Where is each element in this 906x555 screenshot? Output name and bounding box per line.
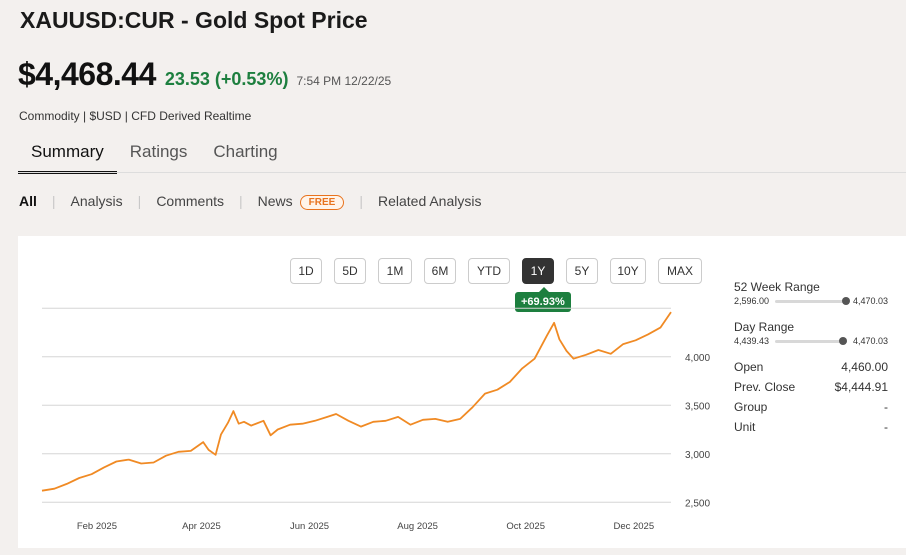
tab-charting[interactable]: Charting [213, 142, 278, 161]
tab-ratings[interactable]: Ratings [129, 142, 188, 161]
filter-separator: | [239, 193, 243, 210]
stat-unit-value: - [884, 420, 888, 434]
day-range-bar [775, 336, 847, 345]
day-range: 4,439.43 4,470.03 [734, 336, 888, 346]
filter-news-label: News [257, 193, 293, 209]
performance-badge: +69.93% [515, 287, 571, 312]
y-tick-label: 2,500 [685, 498, 710, 509]
stat-group-label: Group [734, 400, 768, 414]
stat-open: Open 4,460.00 [734, 360, 888, 374]
stat-group: Group - [734, 400, 888, 414]
filter-separator: | [137, 193, 142, 210]
week52-range-bar [775, 296, 851, 305]
filter-news[interactable]: News FREE [258, 193, 345, 210]
instrument-meta: Commodity | $USD | CFD Derived Realtime [19, 109, 252, 123]
price-line-chart[interactable]: 4,000 3,500 3,000 2,500 Feb 2025 Apr 2025 Jun … [18, 236, 718, 548]
price-change: 23.53 (+0.53%) [164, 69, 289, 89]
filter-related-analysis[interactable]: Related Analysis [377, 193, 482, 210]
range-1d-button[interactable]: 1D [290, 258, 322, 284]
stat-open-value: 4,460.00 [841, 360, 888, 374]
tab-summary[interactable]: Summary [18, 140, 117, 174]
range-10y-button[interactable]: 10Y [610, 258, 646, 284]
range-1m-button[interactable]: 1M [378, 258, 412, 284]
day-high: 4,470.03 [852, 336, 888, 346]
week52-low: 2,596.00 [734, 296, 770, 306]
week52-range-label: 52 Week Range [734, 280, 820, 294]
week52-range-marker [842, 296, 851, 305]
stat-prev-close-value: $4,444.91 [834, 380, 888, 394]
stat-unit-label: Unit [734, 420, 756, 434]
range-button-group: 1D 5D 1M 6M YTD 1Y 5Y 10Y MAX [290, 258, 714, 284]
filter-separator: | [359, 193, 363, 210]
filter-all[interactable]: All [19, 193, 37, 210]
current-price: $4,468.44 [18, 56, 156, 92]
day-range-marker [838, 336, 847, 345]
range-1y-button[interactable]: 1Y [522, 258, 554, 284]
x-tick-label: Feb 2025 [77, 521, 117, 532]
x-tick-label: Apr 2025 [182, 521, 221, 532]
week52-high: 4,470.03 [852, 296, 888, 306]
range-5y-button[interactable]: 5Y [566, 258, 598, 284]
range-6m-button[interactable]: 6M [424, 258, 456, 284]
price-row: $4,468.44 23.53 (+0.53%) 7:54 PM 12/22/2… [18, 56, 391, 93]
range-5d-button[interactable]: 5D [334, 258, 366, 284]
price-chart-card: 1D 5D 1M 6M YTD 1Y 5Y 10Y MAX +69.93% 4,… [18, 236, 906, 548]
stat-unit: Unit - [734, 420, 888, 434]
price-series-line [41, 311, 672, 492]
key-stats-panel: 52 Week Range 2,596.00 4,470.03 Day Rang… [734, 280, 888, 434]
free-badge: FREE [299, 194, 345, 210]
day-low: 4,439.43 [734, 336, 770, 346]
range-max-button[interactable]: MAX [658, 258, 702, 284]
content-filter-nav: All | Analysis | Comments | News FREE | R… [19, 193, 481, 210]
tabs-divider [18, 172, 906, 173]
range-ytd-button[interactable]: YTD [468, 258, 510, 284]
price-timestamp: 7:54 PM 12/22/25 [296, 74, 392, 88]
filter-analysis[interactable]: Analysis [70, 193, 123, 210]
y-tick-label: 3,000 [685, 450, 710, 461]
stat-group-value: - [884, 400, 888, 414]
x-tick-label: Oct 2025 [506, 521, 545, 532]
day-range-label: Day Range [734, 320, 795, 334]
x-tick-label: Dec 2025 [613, 521, 654, 532]
filter-comments[interactable]: Comments [156, 193, 224, 210]
y-tick-label: 4,000 [685, 353, 710, 364]
main-tabs: Summary Ratings Charting [18, 140, 291, 174]
filter-separator: | [51, 193, 56, 210]
x-tick-label: Aug 2025 [397, 521, 438, 532]
stat-prev-close: Prev. Close $4,444.91 [734, 380, 888, 394]
page-title: XAUUSD:CUR - Gold Spot Price [20, 7, 368, 33]
stat-open-label: Open [734, 360, 764, 374]
x-tick-label: Jun 2025 [290, 521, 329, 532]
stat-prev-close-label: Prev. Close [734, 380, 796, 394]
week52-range: 2,596.00 4,470.03 [734, 296, 888, 306]
y-tick-label: 3,500 [685, 401, 710, 412]
